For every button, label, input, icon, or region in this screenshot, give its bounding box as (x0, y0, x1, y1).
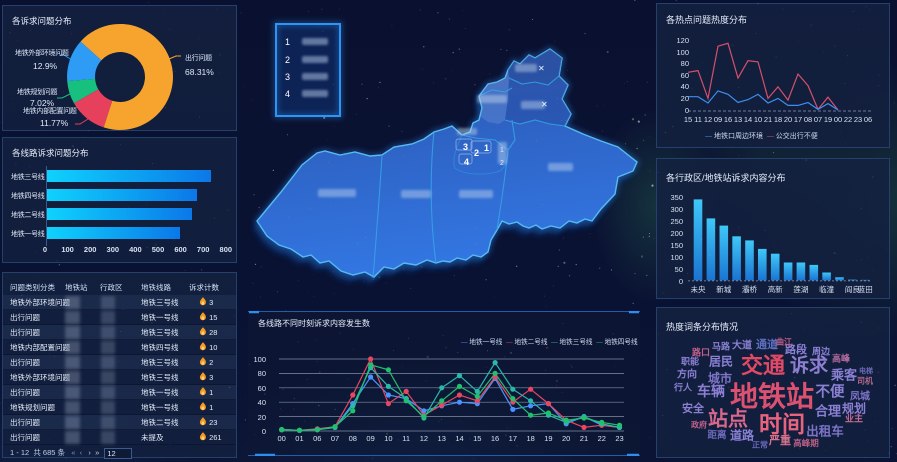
svg-text:3: 3 (285, 72, 290, 82)
svg-text:2: 2 (285, 55, 290, 65)
svg-text:2: 2 (500, 160, 504, 167)
svg-text:1: 1 (484, 143, 489, 153)
svg-text:✕: ✕ (538, 64, 545, 73)
svg-text:3: 3 (463, 142, 468, 152)
svg-text:✕: ✕ (541, 100, 548, 109)
svg-text:1: 1 (500, 147, 504, 154)
svg-text:4: 4 (285, 89, 290, 99)
svg-text:2: 2 (474, 148, 479, 158)
svg-text:4: 4 (464, 157, 469, 167)
svg-text:1: 1 (285, 37, 290, 47)
